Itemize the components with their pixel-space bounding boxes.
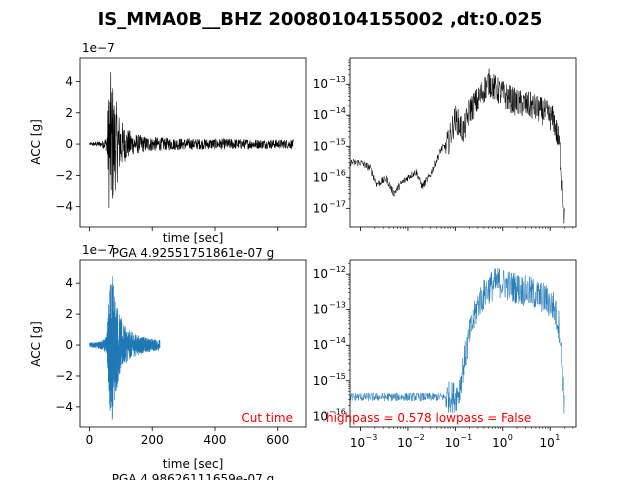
trace-top-right — [349, 68, 565, 224]
x-tick-label: 10 — [445, 436, 460, 450]
y-tick-exponent: −15 — [329, 137, 346, 146]
axes-frame-top-right — [349, 57, 577, 228]
x-tick-exponent: 0 — [508, 433, 513, 442]
y-tick-exponent: −16 — [329, 168, 346, 177]
y-tick-label: 10 — [313, 303, 328, 317]
x-tick-label: 400 — [204, 433, 227, 447]
y-tick-label: 4 — [65, 276, 73, 290]
pga-annotation-bottom-left: PGA 4.98626111659e-07 g — [112, 472, 274, 480]
y-tick-label: −2 — [55, 369, 73, 383]
x-tick-exponent: −3 — [366, 433, 378, 442]
series-line — [349, 267, 565, 414]
series-line — [89, 72, 294, 209]
y-tick-label: 10 — [313, 108, 328, 122]
pga-annotation-top-left: PGA 4.92551751861e-07 g — [112, 246, 274, 260]
y-scale-label-bottom-left: 1e−7 — [82, 243, 115, 257]
y-tick-label: 2 — [65, 106, 73, 120]
y-tick-exponent: −17 — [329, 199, 346, 208]
y-tick-label: −4 — [55, 400, 73, 414]
y-tick-label: −2 — [55, 168, 73, 182]
y-tick-label: 10 — [313, 77, 328, 91]
y-tick-label: 0 — [65, 338, 73, 352]
y-tick-label: 10 — [313, 409, 328, 423]
y-tick-label: −4 — [55, 200, 73, 214]
cut-time-annotation: Cut time — [241, 411, 293, 425]
trace-bottom-left — [89, 276, 161, 420]
xticks-top-left — [89, 227, 279, 231]
yticks-top-left: −4 −2 0 2 4 — [55, 74, 80, 214]
x-tick-label: 0 — [86, 433, 94, 447]
y-tick-label: 10 — [313, 201, 328, 215]
y-tick-exponent: −12 — [329, 265, 346, 274]
x-tick-label: 200 — [141, 433, 164, 447]
y-tick-label: 4 — [65, 74, 73, 88]
x-tick-exponent: −2 — [413, 433, 425, 442]
y-tick-exponent: −13 — [329, 301, 346, 310]
y-tick-exponent: −15 — [329, 372, 346, 381]
x-axis-label-bottom-left: time [sec] — [163, 457, 224, 471]
y-tick-label: 10 — [313, 170, 328, 184]
y-tick-label: 10 — [313, 267, 328, 281]
x-axis-label-top-left: time [sec] — [163, 231, 224, 245]
xticks-bottom-left: 0 200 400 600 — [86, 427, 289, 447]
filter-annotation: highpass = 0.578 lowpass = False — [326, 411, 531, 425]
y-axis-label-bottom-left: ACC [g] — [29, 321, 43, 367]
y-tick-label: 10 — [313, 139, 328, 153]
panel-top-left: −4 −2 0 2 4 1e−7 ACC [g] time [sec] PGA 4.92… — [29, 41, 307, 260]
x-tick-label: 10 — [350, 436, 365, 450]
y-tick-label: 2 — [65, 307, 73, 321]
xticks-bottom-right: 10 −3 10 −2 10 −1 10 0 10 1 — [350, 427, 574, 450]
x-tick-label: 10 — [397, 436, 412, 450]
y-tick-label: 0 — [65, 137, 73, 151]
y-tick-label: 10 — [313, 374, 328, 388]
trace-top-left — [89, 72, 294, 209]
x-tick-label: 10 — [540, 436, 555, 450]
x-tick-label: 10 — [492, 436, 507, 450]
x-tick-exponent: −1 — [460, 433, 472, 442]
figure-title: IS_MMA0B__BHZ 20080104155002 ,dt:0.025 — [98, 9, 543, 30]
trace-bottom-right — [349, 267, 565, 414]
series-line — [349, 68, 565, 224]
y-scale-label-top-left: 1e−7 — [82, 41, 115, 55]
axes-frame-bottom-left — [79, 259, 307, 428]
y-tick-exponent: −14 — [329, 106, 346, 115]
panel-bottom-left: −4 −2 0 2 4 0 200 400 600 1e−7 ACC [g] time [se… — [29, 243, 307, 480]
x-tick-exponent: 1 — [555, 433, 560, 442]
axes-frame-top-left — [79, 57, 307, 228]
yticks-bottom-left: −4 −2 0 2 4 — [55, 276, 80, 414]
y-tick-exponent: −16 — [329, 407, 346, 416]
series-line — [89, 276, 161, 420]
x-tick-label: 600 — [266, 433, 289, 447]
axes-frame-bottom-right — [349, 259, 577, 428]
xticks-top-right — [360, 227, 574, 231]
y-tick-exponent: −14 — [329, 336, 346, 345]
y-tick-exponent: −13 — [329, 75, 346, 84]
y-axis-label-top-left: ACC [g] — [29, 119, 43, 165]
y-tick-label: 10 — [313, 338, 328, 352]
